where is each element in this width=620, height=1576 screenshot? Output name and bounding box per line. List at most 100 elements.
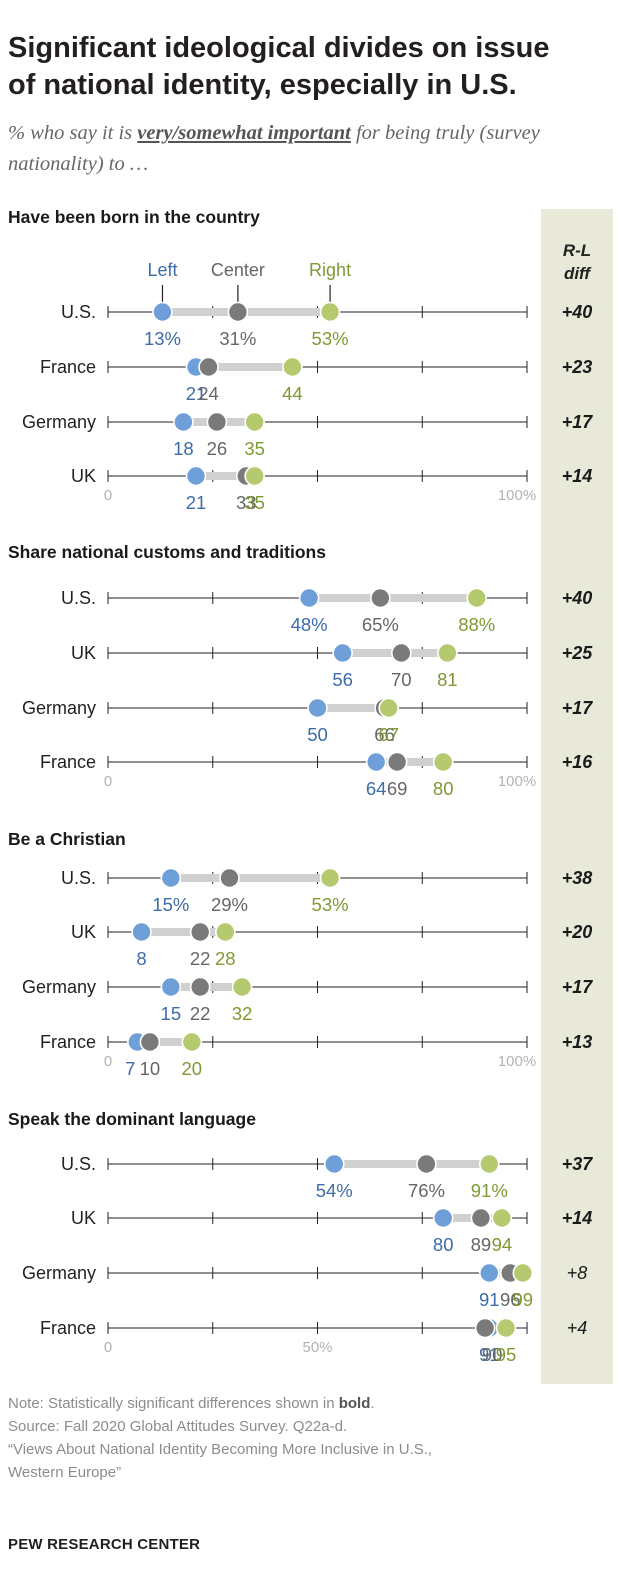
- value-label-center: 96: [500, 1289, 521, 1310]
- dot-center: [227, 301, 249, 323]
- row-label-germany: Germany: [22, 698, 96, 718]
- value-label-center: 33: [236, 492, 257, 513]
- value-label-left: 18: [173, 438, 194, 459]
- dot-right: [215, 921, 236, 943]
- value-label-left: 80: [433, 1234, 454, 1255]
- row-label-france: France: [40, 1032, 96, 1052]
- row-label-uk: UK: [71, 922, 96, 942]
- dot-center: [390, 642, 412, 664]
- dot-right: [432, 751, 454, 773]
- row-label-germany: Germany: [22, 412, 96, 432]
- chart-title: Significant ideological divides on issue…: [8, 30, 608, 104]
- value-label-left: 91: [479, 1289, 500, 1310]
- panel-title: Have been born in the country: [8, 207, 260, 227]
- value-label-center: 90: [482, 1344, 503, 1365]
- dot-right: [181, 1031, 203, 1053]
- diff-value: +8: [567, 1263, 588, 1283]
- row-label-germany: Germany: [22, 1263, 96, 1283]
- row-label-france: France: [40, 752, 96, 772]
- chart-subtitle: % who say it is very/somewhat important …: [8, 118, 608, 180]
- panel-title: Speak the dominant language: [8, 1109, 256, 1129]
- value-label-right: 20: [182, 1058, 203, 1079]
- pew-logo-text: PEW RESEARCH CENTER: [8, 1536, 201, 1553]
- diff-value: +17: [562, 977, 594, 997]
- legend-label-center: Center: [211, 260, 265, 280]
- dot-right: [466, 587, 488, 609]
- row-label-france: France: [40, 1318, 96, 1338]
- report-line-1: “Views About National Identity Becoming …: [8, 1441, 433, 1458]
- axis-max-label: 100%: [498, 1053, 536, 1070]
- dot-right: [319, 301, 341, 323]
- dot-center: [189, 976, 211, 998]
- dot-left: [298, 587, 320, 609]
- diff-value: +40: [562, 302, 593, 322]
- value-label-right: 94: [492, 1234, 513, 1255]
- row-label-us: U.S.: [61, 588, 96, 608]
- axis-mid-label: 50%: [302, 1339, 332, 1356]
- diff-value: +17: [562, 698, 594, 718]
- dot-right: [244, 465, 265, 487]
- diff-value: +4: [567, 1318, 588, 1338]
- diff-value: +20: [562, 922, 593, 942]
- axis-min-label: 0: [104, 773, 112, 790]
- row-label-germany: Germany: [22, 977, 96, 997]
- dot-right: [512, 1262, 534, 1284]
- dot-center: [370, 587, 391, 609]
- diff-value: +40: [562, 588, 593, 608]
- value-label-left: 21: [186, 383, 207, 404]
- value-label-right: 44: [282, 383, 303, 404]
- legend-label-right: Right: [309, 260, 351, 280]
- value-label-center: 10: [140, 1058, 161, 1079]
- dot-center: [470, 1207, 492, 1229]
- row-label-france: France: [40, 357, 96, 377]
- value-label-right: 53%: [312, 894, 349, 915]
- dot-right: [231, 976, 253, 998]
- value-label-right: 32: [232, 1003, 253, 1024]
- source-line: Source: Fall 2020 Global Attitudes Surve…: [8, 1418, 348, 1435]
- value-label-left: 21: [186, 492, 207, 513]
- dot-left: [323, 1153, 345, 1175]
- diff-value: +14: [562, 1208, 593, 1228]
- dot-center: [474, 1317, 496, 1339]
- dot-center: [386, 751, 408, 773]
- row-label-uk: UK: [71, 643, 96, 663]
- value-label-left: 91: [479, 1344, 500, 1365]
- value-label-center: 26: [207, 438, 228, 459]
- panel-title: Be a Christian: [8, 829, 126, 849]
- dot-right: [244, 411, 265, 433]
- diff-value: +23: [562, 357, 593, 377]
- value-label-left: 54%: [316, 1180, 353, 1201]
- subtitle-prefix: % who say it is: [8, 122, 138, 144]
- value-label-left: 50: [307, 724, 328, 745]
- dot-left: [478, 1262, 500, 1284]
- value-label-center: 89: [471, 1234, 492, 1255]
- value-label-center: 76%: [408, 1180, 445, 1201]
- diff-column-background: [541, 209, 613, 1384]
- value-label-right: 67: [378, 724, 399, 745]
- value-label-center: 70: [391, 669, 412, 690]
- dot-center: [219, 867, 240, 889]
- value-label-right: 80: [433, 778, 454, 799]
- dot-right: [282, 356, 303, 378]
- dot-right: [437, 642, 458, 664]
- value-label-left: 8: [136, 948, 146, 969]
- value-label-right: 95: [496, 1344, 517, 1365]
- dot-left: [185, 465, 207, 487]
- value-label-left: 7: [125, 1058, 135, 1079]
- note-bold: bold: [338, 1395, 371, 1412]
- subtitle-emphasis: very/somewhat important: [137, 122, 351, 144]
- diff-header-line-1: R-L: [563, 241, 591, 260]
- footer-notes: Note: Statistically significant differen…: [8, 1392, 608, 1484]
- dot-left: [307, 697, 328, 719]
- dot-right: [378, 697, 400, 719]
- diff-value: +14: [562, 466, 593, 486]
- value-label-center: 24: [198, 383, 219, 404]
- value-label-right: 81: [437, 669, 458, 690]
- value-label-left: 15: [161, 1003, 182, 1024]
- dot-left: [365, 751, 387, 773]
- dot-left: [160, 867, 182, 889]
- dot-center: [139, 1031, 161, 1053]
- value-label-center: 66: [374, 724, 395, 745]
- value-label-right: 99: [513, 1289, 534, 1310]
- diff-value: +38: [562, 868, 593, 888]
